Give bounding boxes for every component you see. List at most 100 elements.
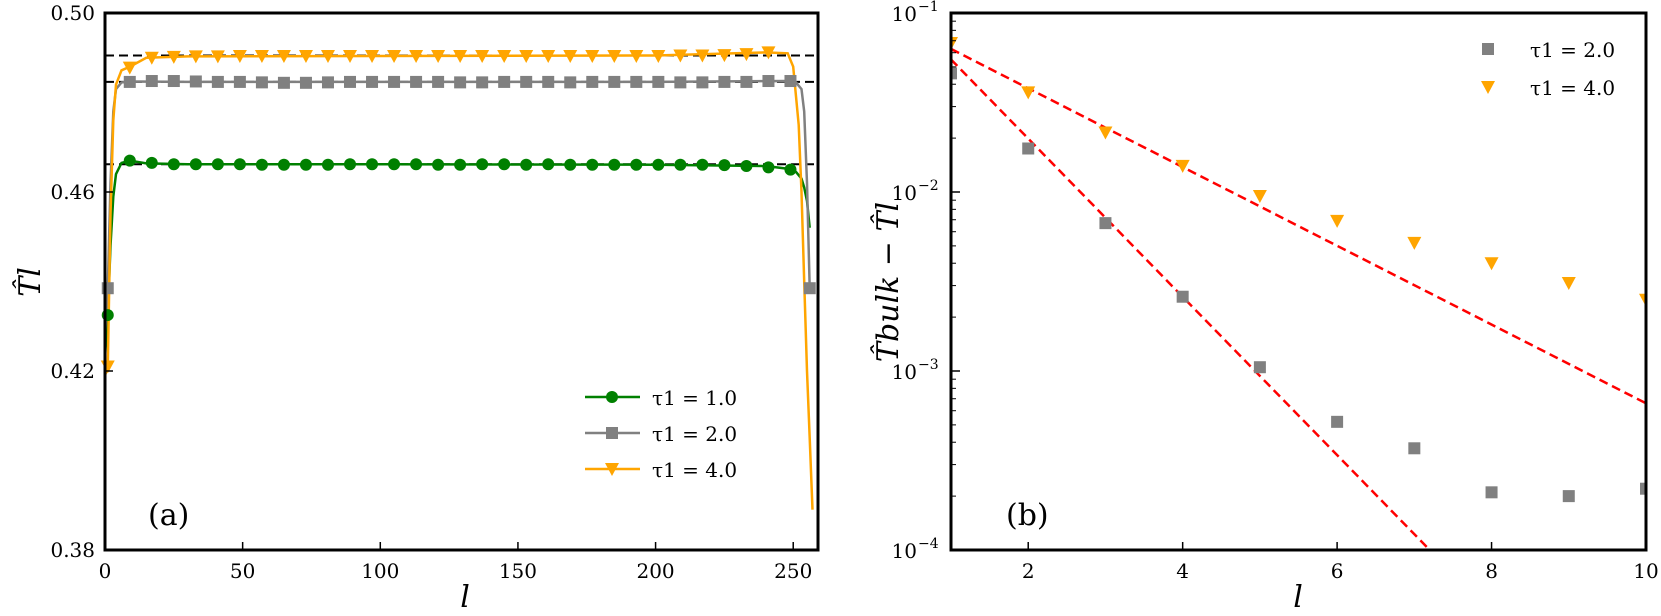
panel-b-label: (b) — [1006, 498, 1049, 533]
data-point — [232, 49, 247, 63]
data-point — [388, 75, 401, 88]
data-point — [233, 158, 246, 171]
data-point — [762, 75, 775, 88]
data-point — [498, 158, 511, 171]
data-point — [740, 160, 753, 173]
data-point — [145, 156, 158, 169]
data-point — [498, 75, 511, 88]
data-point — [1407, 236, 1422, 250]
panel-b-marks — [951, 36, 1646, 550]
data-point — [410, 75, 423, 88]
legend-marker — [605, 463, 619, 476]
data-point — [431, 49, 446, 63]
data-point — [629, 49, 644, 63]
data-point — [366, 75, 379, 88]
data-point — [520, 75, 533, 88]
data-point — [299, 76, 312, 89]
x-tick-label: 2 — [1022, 559, 1035, 583]
data-point — [145, 75, 158, 88]
data-point — [211, 75, 224, 88]
data-point — [740, 75, 753, 88]
panel-a-axes: 0 50 100 150 200 250 0.38 0.42 0.46 0.50 — [50, 1, 812, 583]
data-point — [410, 158, 423, 171]
data-point — [784, 163, 797, 176]
data-point — [453, 49, 468, 63]
data-point — [254, 49, 269, 63]
legend-marker — [606, 391, 618, 403]
data-point — [497, 49, 512, 63]
y-tick-label: 0.42 — [50, 359, 95, 383]
data-point — [454, 158, 467, 171]
data-point — [123, 154, 136, 167]
legend-marker — [1481, 81, 1495, 94]
data-point — [652, 75, 665, 88]
data-point — [1176, 290, 1189, 303]
data-point — [717, 49, 732, 63]
x-tick-label: 6 — [1331, 559, 1344, 583]
data-point — [564, 76, 577, 89]
data-point — [542, 158, 555, 171]
data-point — [696, 76, 709, 89]
y-tick-label: 0.38 — [50, 538, 95, 562]
data-point — [1253, 361, 1266, 374]
data-point — [1330, 214, 1345, 228]
x-tick-label: 10 — [1633, 559, 1658, 583]
data-point — [475, 49, 490, 63]
data-point — [123, 75, 136, 88]
data-point — [211, 158, 224, 171]
data-point — [432, 158, 445, 171]
data-point — [519, 49, 534, 63]
data-point — [630, 158, 643, 171]
data-point — [320, 49, 335, 63]
data-point — [1639, 293, 1646, 307]
legend-marker — [1482, 43, 1494, 55]
legend-label: τ1 = 4.0 — [652, 458, 737, 482]
panel-a-legend: τ1 = 1.0 τ1 = 2.0 τ1 = 4.0 — [585, 386, 737, 482]
data-point — [344, 158, 357, 171]
data-point — [343, 49, 358, 63]
y-tick-label: 0.46 — [50, 180, 95, 204]
y-tick-label: 0.50 — [50, 1, 95, 25]
series-line-2 — [103, 51, 814, 510]
data-point — [409, 49, 424, 63]
x-tick-label: 100 — [361, 559, 399, 583]
y-tick-label: 10 — [892, 539, 917, 563]
legend-label: τ1 = 2.0 — [652, 422, 737, 446]
fit-line-1 — [951, 47, 1646, 405]
data-point — [277, 158, 290, 171]
data-point — [432, 75, 445, 88]
panel-a: 0 50 100 150 200 250 0.38 0.42 0.46 0.50 (a) l T̂… — [13, 1, 820, 615]
data-point — [674, 76, 687, 89]
data-point — [1099, 217, 1112, 230]
panel-a-xlabel: l — [460, 580, 470, 615]
data-point — [167, 158, 180, 171]
data-point — [321, 158, 334, 171]
data-point — [188, 50, 203, 64]
data-point — [586, 75, 599, 88]
y-tick-exponent: −4 — [918, 536, 939, 552]
data-point — [189, 158, 202, 171]
data-point — [233, 75, 246, 88]
data-point — [1331, 415, 1344, 428]
data-point — [1175, 159, 1190, 173]
y-tick-label: 10 — [892, 360, 917, 384]
panel-a-ylabel: T̂l — [13, 267, 48, 297]
y-tick-exponent: −2 — [918, 178, 939, 194]
y-tick-label: 10 — [892, 2, 917, 26]
data-point — [586, 158, 599, 171]
data-point — [739, 48, 754, 62]
data-point — [1408, 442, 1421, 455]
data-point — [454, 76, 467, 89]
data-point — [608, 75, 621, 88]
data-point — [674, 158, 687, 171]
data-point — [298, 49, 313, 63]
data-point — [366, 158, 379, 171]
data-point — [1485, 486, 1498, 499]
data-point — [951, 67, 957, 80]
panel-b-ylabel: T̂bulk − T̂l — [871, 202, 906, 362]
data-point — [1098, 126, 1113, 140]
x-tick-label: 150 — [499, 559, 537, 583]
series-line-0 — [103, 159, 811, 358]
data-point — [718, 159, 731, 172]
data-point — [387, 49, 402, 63]
